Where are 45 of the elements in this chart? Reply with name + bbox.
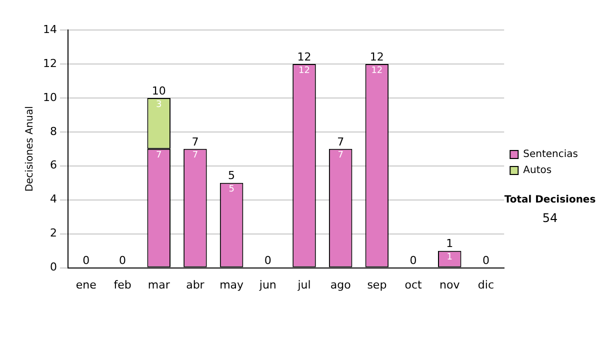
x-tick-label: may [220, 278, 244, 292]
total-label: 7 [337, 135, 344, 148]
total-label: 7 [192, 135, 199, 148]
data-label: 12 [371, 66, 383, 76]
x-tick-label: jul [296, 278, 311, 292]
x-tick-label: ene [76, 278, 97, 292]
legend-label: Sentencias [523, 149, 578, 160]
total-label: 5 [228, 169, 236, 182]
total-label: 0 [410, 254, 417, 268]
data-label: 7 [192, 150, 198, 161]
y-tick-label: 6 [50, 158, 57, 172]
y-tick-label: 8 [50, 124, 57, 138]
text: 54 [542, 211, 558, 226]
data-label: 7 [338, 150, 344, 161]
total-label: 1 [446, 237, 454, 250]
x-tick-label: ago [330, 278, 352, 292]
y-axis-title: Decisiones Anual [24, 106, 36, 192]
data-label: 5 [228, 184, 234, 195]
total-label: 0 [264, 254, 272, 268]
total-label: 10 [152, 84, 166, 98]
data-label: 3 [156, 100, 162, 110]
total-label: 0 [119, 254, 126, 268]
y-tick-label: 0 [50, 260, 57, 274]
y-tick-label: 2 [50, 226, 57, 240]
text: Total Decisiones [504, 194, 596, 206]
total-label: 12 [370, 50, 384, 64]
data-label: 12 [298, 66, 310, 76]
y-tick-label: 12 [42, 56, 57, 70]
x-tick-label: sep [367, 278, 387, 292]
x-tick-label: feb [114, 278, 132, 292]
x-tick-label: jun [258, 278, 276, 292]
total-label: 0 [82, 254, 90, 268]
x-tick-label: dic [478, 278, 494, 292]
x-tick-label: nov [440, 278, 460, 292]
y-tick-label: 4 [50, 192, 57, 206]
total-label: 12 [297, 50, 312, 64]
x-tick-label: oct [404, 278, 423, 292]
y-tick-label: 14 [42, 22, 57, 36]
total-label: 0 [482, 254, 490, 268]
x-tick-label: abr [186, 278, 205, 292]
data-label: 1 [446, 252, 452, 263]
data-label: 7 [156, 150, 162, 161]
legend-label: Autos [523, 165, 552, 176]
x-tick-label: mar [148, 278, 170, 292]
y-tick-label: 10 [42, 90, 57, 104]
